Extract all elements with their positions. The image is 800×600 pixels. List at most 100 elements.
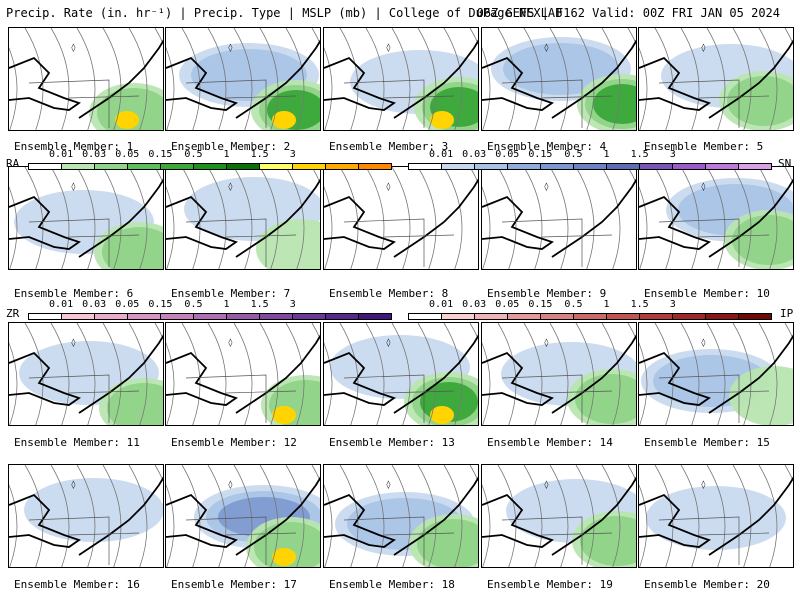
isobar [680,28,700,130]
isobar [154,323,163,340]
isobar [102,465,122,567]
isobar [639,342,648,425]
member-prefix: Ensemble Member: [487,436,600,449]
heavy-rain-core [430,111,454,129]
isobar [732,167,752,269]
color-swatch [227,314,260,319]
isobar [706,323,726,425]
rain-area [732,215,793,265]
member-prefix: Ensemble Member: [329,436,442,449]
isobar [50,465,70,567]
ensemble-member-label: Ensemble Member: 18 [329,578,455,591]
isobar [758,167,778,269]
color-swatch [640,164,673,169]
great-lakes-outline [482,195,554,250]
color-swatch [227,164,260,169]
high-pressure-marker: ◊ [71,480,76,489]
color-swatch [475,314,508,319]
isobar [339,28,359,130]
ensemble-member-label: Ensemble Member: 17 [171,578,297,591]
member-number: 8 [441,287,449,300]
isobar [9,186,18,269]
ensemble-member-label: Ensemble Member: 7 [171,287,290,300]
colorbar-tick-label: 0.5 [184,299,203,310]
isobar [24,323,44,425]
isobar [365,465,385,567]
color-swatch [409,164,442,169]
state-borders [28,374,140,423]
ensemble-member-15-map: ◊ [638,322,794,426]
ensemble-member-label: Ensemble Member: 3 [329,140,448,153]
coastline [393,178,478,258]
great-lakes-outline [9,56,81,111]
isobar [76,28,96,130]
member-number: 11 [126,436,140,449]
high-pressure-marker: ◊ [228,338,233,347]
isobar [181,167,201,269]
coastline [708,334,793,414]
colorbar-tick-label: 3 [289,149,296,160]
isobar [654,28,674,130]
colorbar-tick-label: 0.15 [528,299,553,310]
isobar [324,186,333,269]
isobar [324,484,333,567]
member-prefix: Ensemble Member: [171,140,284,153]
isobar [469,465,478,482]
color-swatch [161,164,194,169]
great-lakes-outline [482,351,554,406]
state-borders [658,374,770,423]
color-swatch [706,164,739,169]
color-swatch [95,314,128,319]
great-lakes-outline [639,195,711,250]
colorbar-tick-label: 0.05 [495,299,520,310]
isobar [417,465,437,567]
ensemble-member-10-map: ◊ [638,166,794,270]
isobar [549,465,569,567]
color-swatch [607,164,640,169]
coastline [708,39,793,119]
member-prefix: Ensemble Member: [644,578,757,591]
high-pressure-marker: ◊ [544,338,549,347]
color-swatch [359,164,391,169]
isobar [154,28,163,45]
isobar [627,323,636,340]
isobar [549,28,569,130]
colorbar-tick-label: 0.15 [528,149,553,160]
color-swatch [640,314,673,319]
coastline [551,178,636,258]
isobar [166,342,175,425]
zr-label: ZR [6,307,20,320]
great-lakes-outline [9,195,81,250]
color-swatch [359,314,391,319]
ensemble-member-20-map: ◊ [638,464,794,568]
isobar [732,323,752,425]
isobar [601,167,621,269]
isobar [154,465,163,482]
ensemble-member-19-map: ◊ [481,464,637,568]
state-borders [185,79,297,128]
isobar [417,167,437,269]
member-prefix: Ensemble Member: [487,140,600,153]
coastline [235,178,320,258]
isobar [601,28,621,130]
member-prefix: Ensemble Member: [644,436,757,449]
colorbar-tick-label: 3 [289,299,296,310]
isobar [784,323,793,340]
isobar [9,484,18,567]
ip-label: IP [780,307,794,320]
state-borders [343,218,455,267]
isobar [128,323,148,425]
isobar [128,465,148,567]
isobar [76,465,96,567]
colorbar-swatches [28,313,392,320]
state-borders [501,374,613,423]
great-lakes-outline [324,56,396,111]
coastline [551,476,636,556]
color-swatch [475,164,508,169]
isobar [639,47,648,130]
coastline [235,39,320,119]
isobar [758,323,778,425]
ensemble-member-label: Ensemble Member: 2 [171,140,290,153]
isobar [549,323,569,425]
color-swatch [541,164,574,169]
